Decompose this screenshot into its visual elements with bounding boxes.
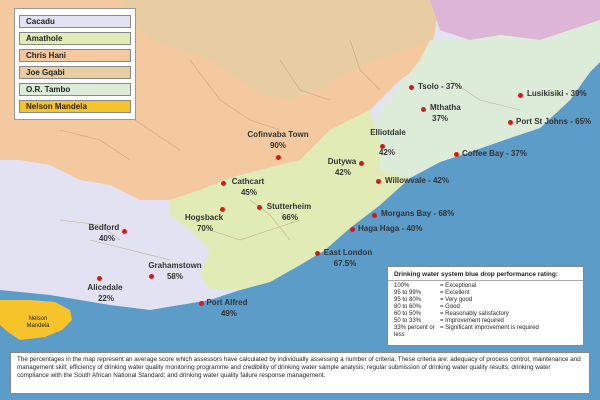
label-alicedale-name: Alicedale (87, 283, 123, 292)
marker-tsolo (409, 85, 414, 90)
marker-alicedale (97, 276, 102, 281)
label-coffee-bay: Coffee Bay - 37% (462, 149, 527, 158)
label-port-alfred-value: 49% (220, 309, 237, 318)
rating-desc: = Excellent (440, 290, 470, 296)
label-port-st-johns: Port St Johns - 65% (516, 117, 592, 126)
region-nelson-mandela (0, 300, 72, 340)
legend-label: Amathole (19, 32, 131, 45)
rating-range: 33% percent or less (394, 325, 435, 338)
label-cofimvaba-name: Cofinvaba Town (247, 130, 309, 139)
rating-range: 100% (394, 283, 410, 289)
rating-row: 60 to 50% = Reasonably satisfactory (388, 311, 583, 318)
label-morgans-bay: Morgans Bay - 68% (381, 209, 455, 218)
label-port-alfred-name: Port Alfred (206, 298, 248, 307)
marker-mthatha (421, 107, 426, 112)
label-bedford-value: 40% (98, 234, 115, 243)
label-grahamstown-value: 58% (166, 272, 183, 281)
rating-range: 50 to 33% (394, 318, 422, 324)
rating-title: Drinking water system blue drop performa… (388, 267, 583, 281)
marker-lusikisiki (518, 93, 523, 98)
region-amathole (170, 110, 410, 290)
rating-desc: = Very good (440, 297, 473, 303)
legend-label: Cacadu (19, 15, 131, 28)
rating-row: 95 to 80% = Very good (388, 297, 583, 304)
rating-range: 95 to 99% (394, 290, 422, 296)
marker-coffee-bay (454, 152, 459, 157)
label-elliotdale-value: 42% (378, 148, 395, 157)
marker-haga-haga (350, 227, 355, 232)
legend-label: Nelson Mandela (19, 100, 131, 113)
marker-dutywa (359, 161, 364, 166)
rating-row: 33% percent or less = Significant improve… (388, 325, 583, 338)
label-haga-haga: Haga Haga - 40% (358, 224, 423, 233)
rating-row: 95 to 99% = Excellent (388, 290, 583, 297)
label-east-london-value: 67.5% (333, 259, 357, 268)
rating-range: 95 to 80% (394, 297, 422, 303)
label-elliotdale-name: Elliotdale (370, 128, 406, 137)
marker-grahamstown (149, 274, 154, 279)
legend-label: Chris Hani (19, 49, 131, 62)
label-hogsback-value: 70% (196, 224, 213, 233)
label-dutywa-value: 42% (334, 168, 351, 177)
label-bedford-name: Bedford (88, 223, 120, 232)
label-nelson-mandela-line2: Mandela (26, 323, 50, 329)
label-dutywa-name: Dutywa (327, 157, 357, 166)
label-willowvale: Willowvale - 42% (385, 176, 449, 185)
marker-morgans-bay (372, 213, 377, 218)
rating-desc: = Good (440, 304, 460, 310)
rating-row: 80 to 60% = Good (388, 304, 583, 311)
rating-legend-box: Drinking water system blue drop performa… (387, 266, 584, 346)
legend-item-joe-gqabi: Joe Gqabi (19, 65, 131, 80)
marker-port-alfred (199, 301, 204, 306)
legend-item-amathole: Amathole (19, 31, 131, 46)
label-cofimvaba-value: 90% (269, 141, 286, 150)
marker-stutterheim (257, 205, 262, 210)
legend-item-chris-hani: Chris Hani (19, 48, 131, 63)
rating-row: 100% = Exceptional (388, 283, 583, 290)
label-nelson-mandela: Nelson Mandela (18, 316, 58, 330)
legend-label: Joe Gqabi (19, 66, 131, 79)
label-alicedale-value: 22% (97, 294, 114, 303)
label-tsolo: Tsolo - 37% (418, 82, 462, 91)
label-east-london-name: East London (323, 248, 373, 257)
marker-hogsback (220, 207, 225, 212)
legend-item-cacadu: Cacadu (19, 14, 131, 29)
region-joe-gqabi (120, 0, 440, 100)
label-stutterheim-value: 66% (281, 213, 298, 222)
label-nelson-mandela-line1: Nelson (28, 316, 48, 322)
legend-item-nelson-mandela: Nelson Mandela (19, 99, 131, 114)
label-stutterheim-name: Stutterheim (266, 202, 312, 211)
region-outer (430, 0, 600, 40)
rating-desc: = Reasonably satisfactory (440, 311, 509, 317)
label-lusikisiki: Lusikisiki - 39% (527, 89, 587, 98)
marker-willowvale (376, 179, 381, 184)
marker-bedford (122, 229, 127, 234)
rating-range: 80 to 60% (394, 304, 422, 310)
marker-cofimvaba (276, 155, 281, 160)
rating-desc: = Exceptional (440, 283, 477, 289)
legend-item-or-tambo: O.R. Tambo (19, 82, 131, 97)
marker-elliotdale (380, 144, 385, 149)
marker-cathcart (221, 181, 226, 186)
footnote: The percentages in the map represent an … (10, 352, 590, 394)
rating-desc: = Improvement required (440, 318, 504, 324)
rating-desc: = Significant improvement is required (440, 325, 539, 331)
label-grahamstown-name: Grahamstown (148, 261, 202, 270)
label-hogsback-name: Hogsback (184, 213, 224, 222)
region-or-tambo (370, 20, 600, 178)
label-cathcart-value: 45% (240, 188, 257, 197)
marker-east-london (315, 251, 320, 256)
rating-row: 50 to 33% = Improvement required (388, 318, 583, 325)
label-mthatha-value: 37% (432, 114, 449, 123)
label-cathcart-name: Cathcart (231, 177, 265, 186)
marker-port-st-johns (508, 120, 513, 125)
legend-label: O.R. Tambo (19, 83, 131, 96)
rating-range: 60 to 50% (394, 311, 422, 317)
map-legend: Cacadu Amathole Chris Hani Joe Gqabi O.R… (14, 8, 136, 120)
label-mthatha-name: Mthatha (430, 103, 461, 112)
